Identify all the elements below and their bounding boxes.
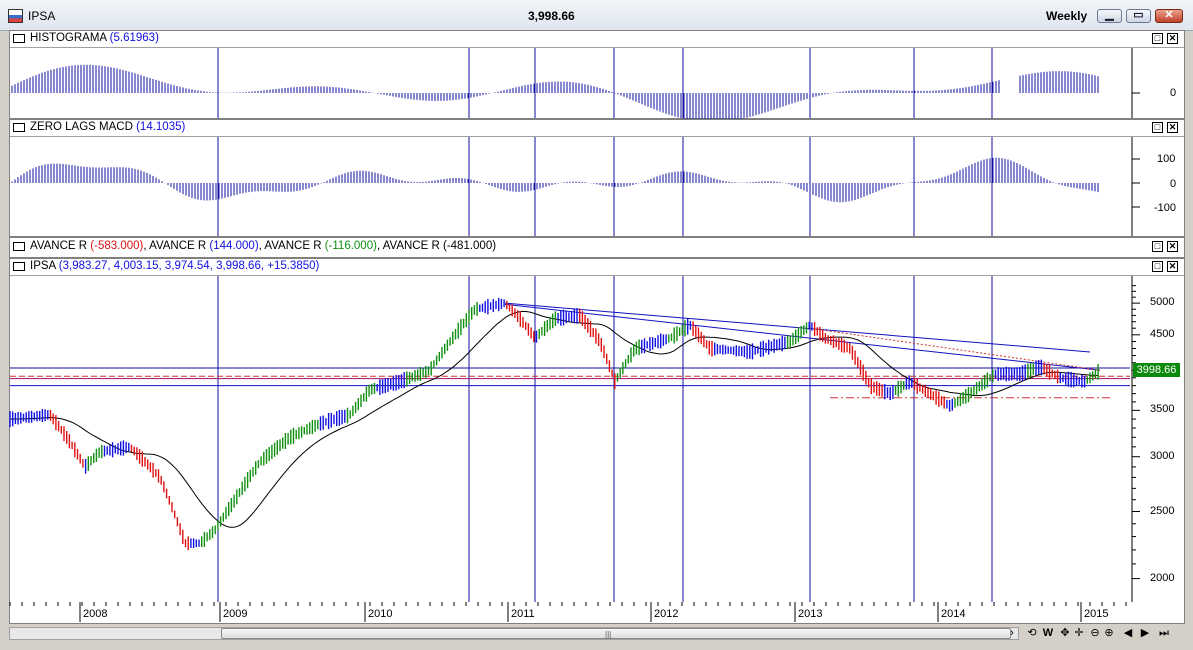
scroll-grip-icon: ||| (605, 630, 612, 639)
price-axis-label: 4500 (1150, 327, 1175, 340)
forward-icon[interactable]: ▶ (1140, 627, 1150, 639)
macd-value: (14.1035) (136, 121, 186, 133)
avance-name: AVANCE R (149, 240, 207, 252)
move-icon[interactable]: ✥ (1060, 627, 1070, 639)
time-axis-ticks: 2008 2009 2010 2011 2012 2013 2014 2015 (9, 602, 1127, 622)
trendline (504, 303, 1101, 371)
price-name: IPSA (30, 260, 56, 272)
close-panel-icon[interactable]: ✕ (1167, 33, 1178, 44)
macd-axis-label: 100 (1157, 153, 1176, 165)
close-button[interactable]: ✕ (1155, 9, 1183, 23)
avance-panel[interactable]: AVANCE R (-583.000), AVANCE R (144.000),… (9, 237, 1185, 258)
macd-axis-label: 0 (1170, 178, 1177, 190)
avance-value: (144.000) (209, 240, 259, 252)
avance-header: AVANCE R (-583.000), AVANCE R (144.000),… (10, 238, 1184, 257)
avance-name: AVANCE R (30, 240, 88, 252)
pan-icon[interactable]: ✛ (1074, 627, 1084, 639)
histogram-panel[interactable]: HISTOGRAMA (5.61963) □ ✕ 0 (9, 30, 1185, 121)
price-axis-label: 2500 (1150, 504, 1175, 517)
price-axis-label: 3000 (1150, 449, 1175, 462)
prev-bar-icon[interactable]: ⟲ (1027, 627, 1037, 639)
histogram-header: HISTOGRAMA (5.61963) □ ✕ (10, 31, 1184, 48)
macd-name: ZERO LAGS MACD (30, 121, 133, 133)
window-title: IPSA (28, 9, 56, 23)
maximize-panel-icon[interactable]: □ (1152, 33, 1163, 44)
year-label: 2010 (368, 608, 392, 620)
year-label: 2015 (1084, 608, 1108, 620)
price-axis-label: 2000 (1150, 571, 1175, 584)
avance-value: (-116.000) (324, 240, 377, 252)
avance-value: (-583.000) (90, 240, 144, 252)
panel-toggle-icon[interactable] (13, 242, 25, 251)
period-w-button[interactable]: W (1042, 627, 1054, 639)
end-icon[interactable]: ⏭ (1159, 627, 1169, 639)
maximize-panel-icon[interactable]: □ (1152, 122, 1163, 133)
maximize-panel-icon[interactable]: □ (1152, 261, 1163, 272)
price-value: (3,983.27, 4,003.15, 3,974.54, 3,998.66,… (58, 260, 320, 272)
macd-plot (11, 137, 1140, 236)
year-label: 2013 (798, 608, 822, 620)
price-plot (9, 276, 1140, 603)
trendline (504, 302, 1091, 353)
price-header: IPSA (3,983.27, 4,003.15, 3,974.54, 3,99… (10, 259, 1184, 276)
avance-name: AVANCE R (264, 240, 322, 252)
close-panel-icon[interactable]: ✕ (1167, 122, 1178, 133)
avance-separator: , (258, 240, 265, 252)
histogram-name: HISTOGRAMA (30, 32, 107, 44)
last-price-tag: 3998.66 (1133, 363, 1180, 378)
avance-separator: , (376, 240, 383, 252)
macd-axis-label: -100 (1154, 202, 1177, 214)
scroll-right-icon[interactable]: › (1010, 627, 1014, 639)
zoom-in-icon[interactable]: ⊕ (1104, 627, 1114, 639)
price-panel[interactable]: IPSA (3,983.27, 4,003.15, 3,974.54, 3,99… (9, 258, 1185, 603)
year-label: 2008 (83, 608, 107, 620)
histogram-axis-label: 0 (1170, 87, 1177, 99)
histogram-value: (5.61963) (109, 32, 159, 44)
dotted-trendline (809, 327, 1101, 371)
panel-toggle-icon[interactable] (13, 123, 25, 132)
histogram-plot (11, 48, 1140, 121)
bottom-scrollbar: ||| › ⟲ W ✥ ✛ ⊖ ⊕ ◀ ▶ ⏭ (9, 624, 1185, 644)
minimize-button[interactable]: ▁ (1097, 9, 1122, 23)
avance-value: (-481.000) (443, 240, 497, 252)
time-axis: 2008 2009 2010 2011 2012 2013 2014 2015 (9, 602, 1185, 624)
last-price: 3,998.66 (528, 9, 575, 23)
moving-average-line (9, 310, 1099, 528)
back-icon[interactable]: ◀ (1123, 627, 1133, 639)
period-label[interactable]: Weekly (1046, 9, 1088, 23)
year-label: 2014 (941, 608, 965, 620)
restore-button[interactable]: ▭ (1126, 9, 1151, 23)
avance-separator: , (143, 240, 150, 252)
avance-name: AVANCE R (382, 240, 440, 252)
panel-toggle-icon[interactable] (13, 34, 25, 43)
close-panel-icon[interactable]: ✕ (1167, 261, 1178, 272)
year-label: 2011 (511, 608, 535, 620)
price-axis-label: 3500 (1150, 403, 1175, 416)
maximize-panel-icon[interactable]: □ (1152, 241, 1163, 252)
close-panel-icon[interactable]: ✕ (1167, 241, 1178, 252)
zoom-out-icon[interactable]: ⊖ (1090, 627, 1100, 639)
macd-header: ZERO LAGS MACD (14.1035) □ ✕ (10, 120, 1184, 137)
year-label: 2012 (654, 608, 678, 620)
year-label: 2009 (223, 608, 247, 620)
scroll-thumb[interactable] (221, 628, 1011, 639)
panel-toggle-icon[interactable] (13, 262, 25, 271)
macd-panel[interactable]: ZERO LAGS MACD (14.1035) □ ✕ 100 0 -100 (9, 119, 1185, 237)
price-axis-label: 5000 (1150, 296, 1175, 309)
window-titlebar: IPSA 3,998.66 Weekly ▁ ▭ ✕ (0, 0, 1193, 31)
chart-app-icon (8, 9, 23, 23)
